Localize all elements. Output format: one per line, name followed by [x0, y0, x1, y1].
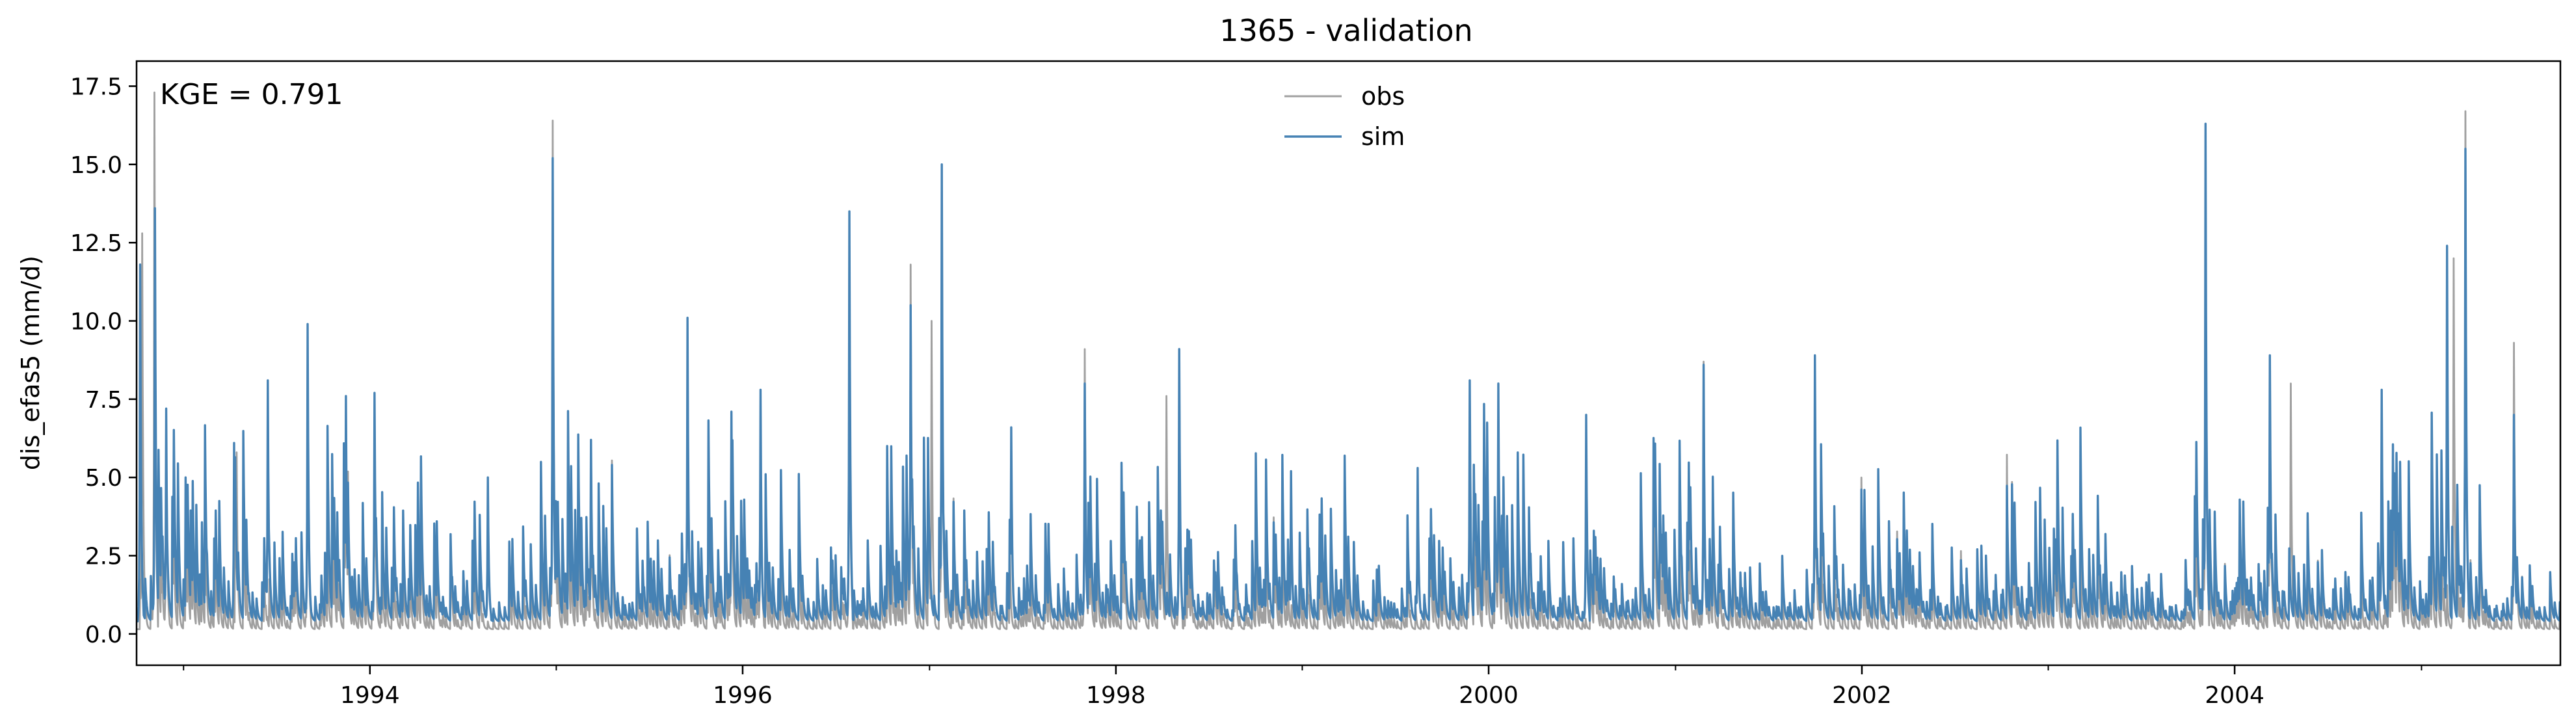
y-axis-label: dis_efas5 (mm/d) [16, 256, 45, 470]
x-tick-label: 2000 [1459, 682, 1519, 709]
legend: obs sim [1284, 82, 1405, 151]
x-tick-label: 1996 [713, 682, 773, 709]
kge-annotation: KGE = 0.791 [160, 78, 343, 111]
y-tick-label: 0.0 [85, 622, 122, 648]
x-tick-label: 1998 [1086, 682, 1146, 709]
legend-label-obs: obs [1361, 82, 1405, 111]
series-line-sim [137, 124, 2560, 621]
y-tick-label: 15.0 [70, 152, 122, 179]
y-tick-label: 10.0 [70, 309, 122, 336]
x-tick-label: 1994 [340, 682, 400, 709]
y-tick-label: 12.5 [70, 230, 122, 257]
y-axis: 0.0 2.5 5.0 7.5 10.0 12.5 15.0 17.5 [70, 74, 137, 648]
legend-label-sim: sim [1361, 122, 1405, 151]
x-tick-label: 2002 [1832, 682, 1892, 709]
chart-title: 1365 - validation [1219, 13, 1472, 48]
plot-area [137, 92, 2560, 629]
x-tick-label: 2004 [2205, 682, 2264, 709]
y-tick-label: 17.5 [70, 74, 122, 101]
y-tick-label: 5.0 [85, 465, 122, 492]
y-tick-label: 7.5 [85, 387, 122, 414]
y-tick-label: 2.5 [85, 544, 122, 570]
x-axis: 1994 1996 1998 2000 2002 2004 [183, 665, 2421, 709]
